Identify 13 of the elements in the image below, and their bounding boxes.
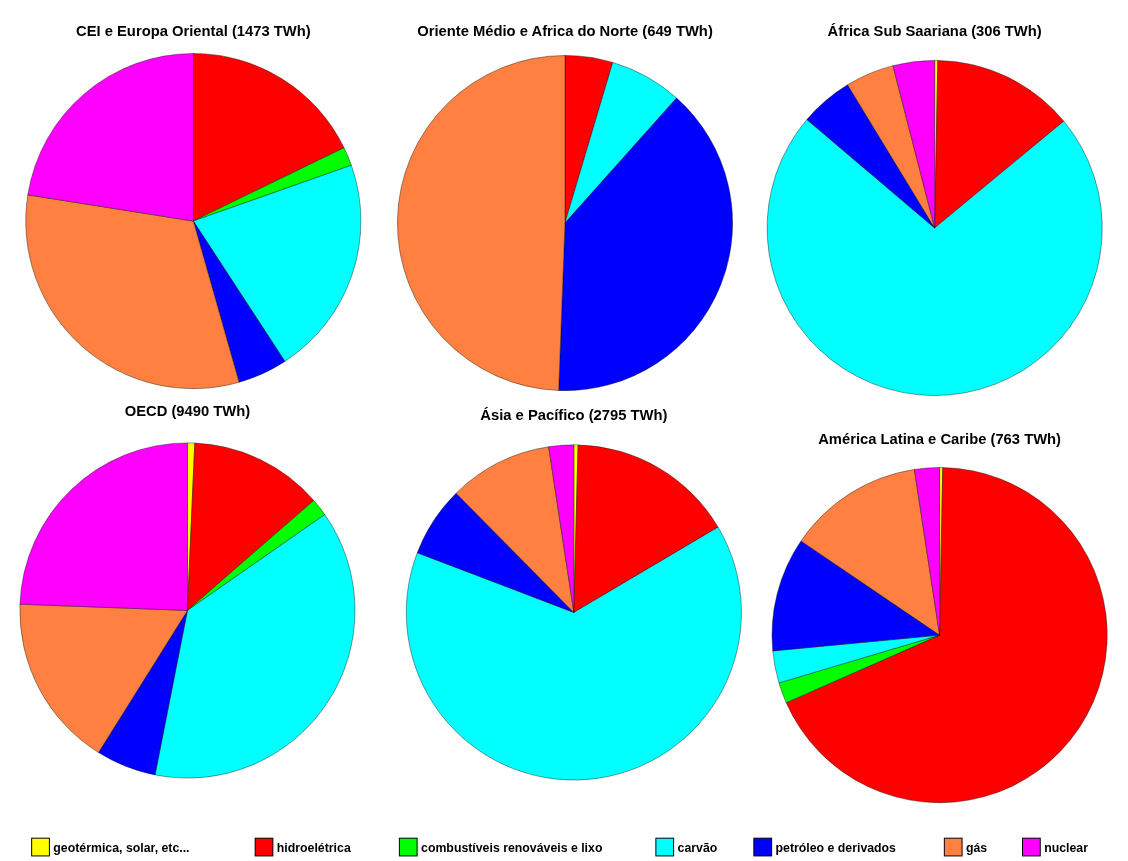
legend-label: carvão [677,840,718,855]
legend-label: hidroelétrica [276,840,351,855]
legend-label: geotérmica, solar, etc... [53,840,190,855]
legend-label: gás [966,840,988,855]
legend-label: petróleo e derivados [775,840,897,855]
chart-title: África Sub Saariana (306 TWh) [827,22,1042,39]
chart-title: Oriente Médio e Africa do Norte (649 TWh) [417,22,713,39]
chart-title: OECD (9490 TWh) [124,403,251,420]
chart-title: Ásia e Pacífico (2795 TWh) [480,407,668,424]
legend-label: nuclear [1044,840,1089,855]
chart-title: América Latina e Caribe (763 TWh) [818,430,1062,447]
legend-label: combustíveis renováveis e lixo [421,840,603,855]
chart-title: CEI e Europa Oriental (1473 TWh) [76,22,311,39]
